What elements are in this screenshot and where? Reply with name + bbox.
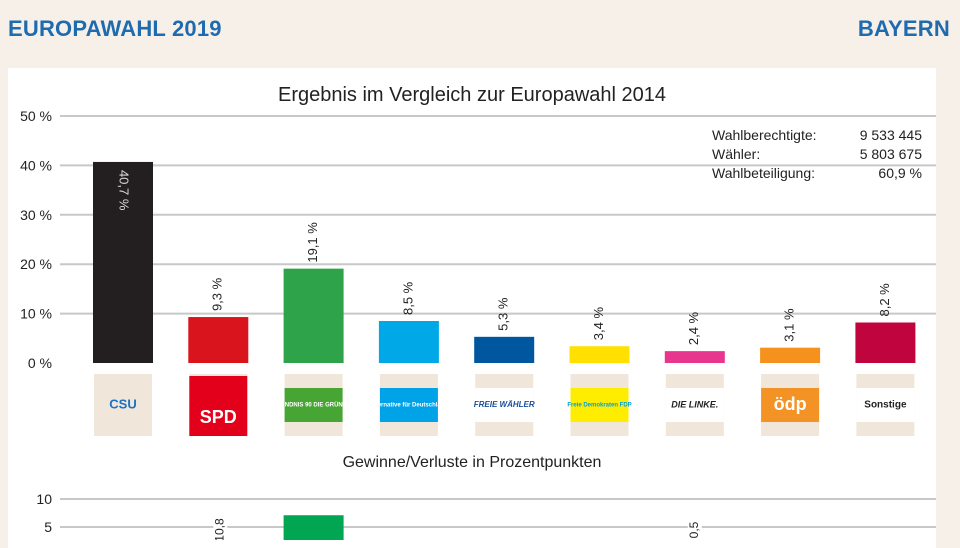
logo-text: FREIE WÄHLER	[474, 400, 535, 409]
logo-text: Alternative für Deutschland	[370, 403, 449, 409]
data-label: 9,3 %	[210, 277, 225, 311]
y-tick-label: 30 %	[20, 207, 52, 223]
stats-value: 9 533 445	[859, 127, 922, 143]
logo-text: Sonstige	[864, 400, 907, 411]
label-bg	[687, 522, 702, 540]
logo-fdp	[570, 388, 629, 422]
logo-sonstige	[856, 388, 915, 422]
bar-afd	[378, 321, 439, 363]
stats-value: 60,9 %	[878, 165, 922, 181]
stats-label: Wähler:	[712, 146, 761, 162]
y-tick-label: 10	[36, 491, 52, 507]
stats-row-voters: Wähler: 5 803 675	[712, 145, 922, 164]
bar-ödp	[760, 347, 821, 363]
change-label: 10,8	[212, 518, 226, 540]
y-tick-label: 40 %	[20, 157, 52, 173]
data-label: 40,7 %	[117, 170, 132, 211]
y-tick-label: 50 %	[20, 108, 52, 124]
chart-panel: Ergebnis im Vergleich zur Europawahl 201…	[8, 68, 936, 548]
stats-row-turnout: Wahlbeteiligung: 60,9 %	[712, 164, 922, 183]
bar-csu	[93, 161, 153, 363]
logo-die-linke	[665, 388, 724, 422]
bar-sonstige	[855, 322, 916, 363]
data-label: 3,4 %	[591, 307, 606, 341]
logo-text: Freie Demokraten FDP	[567, 403, 631, 409]
stats-row-eligible: Wahlberechtigte: 9 533 445	[712, 126, 922, 145]
data-label: 8,5 %	[400, 281, 415, 315]
logo-csu	[94, 388, 152, 422]
y-tick-label: 20 %	[20, 256, 52, 272]
election-stats: Wahlberechtigte: 9 533 445 Wähler: 5 803…	[712, 126, 922, 183]
logo-ödp	[761, 388, 820, 422]
stats-value: 5 803 675	[859, 146, 922, 162]
y-tick-label: 5	[44, 519, 52, 535]
logo-text: ödp	[774, 394, 807, 414]
label-bg	[213, 522, 228, 540]
logo-grüne	[284, 388, 343, 422]
logo-freie-wähler	[475, 388, 534, 422]
y-tick-label: 0 %	[28, 355, 52, 371]
chart-title-changes: Gewinne/Verluste in Prozentpunkten	[342, 454, 602, 471]
logo-text: BÜNDNIS 90 DIE GRÜNEN	[276, 402, 351, 409]
page-title: EUROPAWAHL 2019	[8, 16, 222, 41]
stats-label: Wahlberechtigte:	[712, 127, 817, 143]
chart-title-results: Ergebnis im Vergleich zur Europawahl 201…	[278, 84, 666, 106]
bar-spd	[188, 317, 249, 363]
bar-fdp	[569, 346, 630, 363]
change-bar-grüne	[283, 515, 344, 540]
region-title: BAYERN	[857, 16, 950, 41]
data-label: 19,1 %	[305, 222, 320, 263]
bar-die-linke	[664, 351, 725, 363]
stats-label: Wahlbeteiligung:	[712, 165, 815, 181]
logo-spd	[189, 376, 248, 436]
logo-text: SPD	[200, 407, 237, 427]
data-label: 5,3 %	[496, 297, 511, 331]
logo-text: CSU	[109, 396, 136, 411]
y-tick-label: 10 %	[20, 306, 52, 322]
bar-freie-wähler	[474, 336, 535, 363]
data-label: 3,1 %	[782, 308, 797, 342]
data-label: 2,4 %	[686, 311, 701, 345]
data-label: 8,2 %	[877, 283, 892, 317]
logo-afd	[379, 388, 438, 422]
bar-grüne	[283, 268, 344, 363]
change-label: 0,5	[687, 521, 701, 538]
logo-text: DIE LINKE.	[671, 399, 718, 409]
